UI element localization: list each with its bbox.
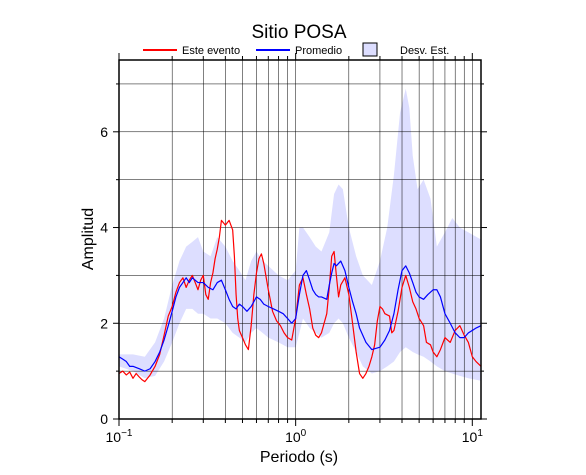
legend-label-este-evento: Este evento (182, 45, 240, 57)
plot-area: 0 2 4 6 10−1 100 101 (100, 53, 487, 445)
x-tick-label: 101 (462, 428, 484, 445)
legend-label-promedio: Promedio (295, 45, 342, 57)
grid (118, 60, 481, 419)
y-tick-label: 6 (100, 124, 108, 140)
legend-label-desv-est: Desv. Est. (400, 45, 449, 57)
series-line-promedio (119, 260, 481, 372)
y-tick-label: 4 (100, 220, 108, 236)
x-axis: 10−1 100 101 (106, 53, 484, 445)
legend-swatch-desv-est (362, 42, 378, 57)
x-tick-label: 100 (285, 428, 307, 445)
x-tick-label: 10−1 (106, 428, 133, 445)
y-axis-label: Amplitud (80, 208, 97, 270)
std-dev-band (119, 88, 481, 381)
y-tick-label: 0 (100, 411, 108, 427)
x-axis-label: Periodo (s) (260, 449, 338, 466)
chart-title: Sitio POSA (251, 22, 346, 43)
legend: Este evento Promedio Desv. Est. (143, 42, 449, 57)
series-line-este-evento (119, 219, 481, 383)
plot-frame (118, 59, 482, 420)
y-tick-label: 2 (100, 315, 108, 331)
y-axis: 0 2 4 6 (100, 83, 487, 427)
